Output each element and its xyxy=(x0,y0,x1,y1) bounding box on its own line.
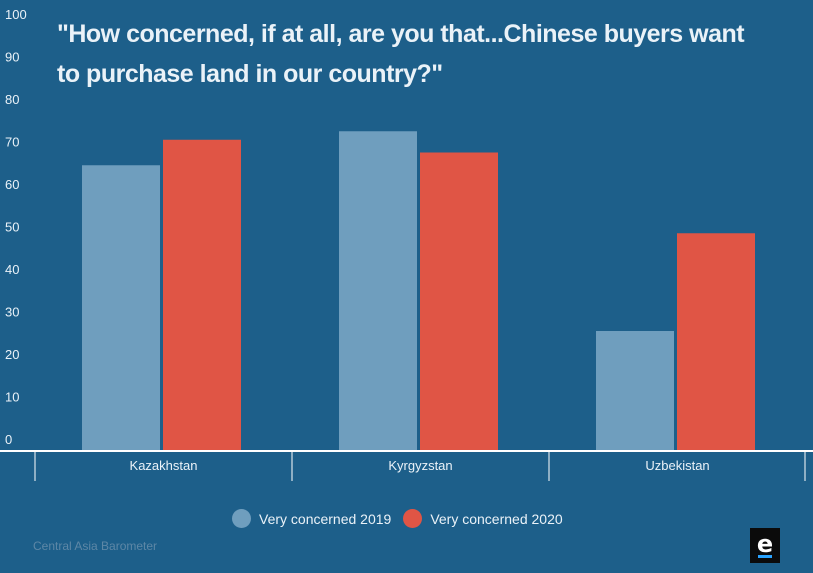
y-tick-label: 30 xyxy=(5,305,19,320)
legend-label-2019: Very concerned 2019 xyxy=(259,510,392,527)
y-tick-label: 100 xyxy=(5,7,27,22)
y-tick-label: 20 xyxy=(5,347,19,362)
publisher-logo[interactable]: e xyxy=(750,528,780,563)
y-tick-label: 50 xyxy=(5,220,19,235)
legend-item-2020[interactable]: Very concerned 2020 xyxy=(403,509,563,528)
x-tick-label: Uzbekistan xyxy=(645,458,709,473)
legend-label-2020: Very concerned 2020 xyxy=(430,510,563,527)
legend-swatch-2020 xyxy=(403,509,423,528)
bar-kyrgyzstan-2019[interactable] xyxy=(339,131,417,450)
x-axis: Kazakhstan Kyrgyzstan Uzbekistan xyxy=(0,450,813,481)
y-tick-label: 60 xyxy=(5,177,19,192)
bar-kazakhstan-2020[interactable] xyxy=(163,139,241,450)
bars xyxy=(82,131,755,450)
y-tick-label: 90 xyxy=(5,50,19,65)
y-tick-label: 70 xyxy=(5,135,19,150)
logo-accent-bar xyxy=(758,555,772,558)
x-tick-label: Kazakhstan xyxy=(130,458,198,473)
x-tick-label: Kyrgyzstan xyxy=(388,458,452,473)
legend-swatch-2019 xyxy=(232,509,251,528)
y-tick-label: 10 xyxy=(5,390,19,405)
y-tick-label: 80 xyxy=(5,92,19,107)
source-credit: Central Asia Barometer xyxy=(33,539,158,553)
y-tick-label: 0 xyxy=(5,432,12,447)
logo-letter: e xyxy=(756,530,774,558)
bar-kyrgyzstan-2020[interactable] xyxy=(420,152,498,451)
legend-item-2019[interactable]: Very concerned 2019 xyxy=(232,509,391,528)
bar-uzbekistan-2019[interactable] xyxy=(596,331,674,450)
bar-uzbekistan-2020[interactable] xyxy=(677,233,755,450)
bar-kazakhstan-2019[interactable] xyxy=(82,165,160,450)
y-tick-label: 40 xyxy=(5,262,19,277)
chart-title: "How concerned, if at all, are you that.… xyxy=(57,20,745,88)
y-axis-ticks: 0 10 20 30 40 50 60 70 80 90 100 xyxy=(5,7,27,447)
legend: Very concerned 2019 Very concerned 2020 xyxy=(232,509,563,528)
